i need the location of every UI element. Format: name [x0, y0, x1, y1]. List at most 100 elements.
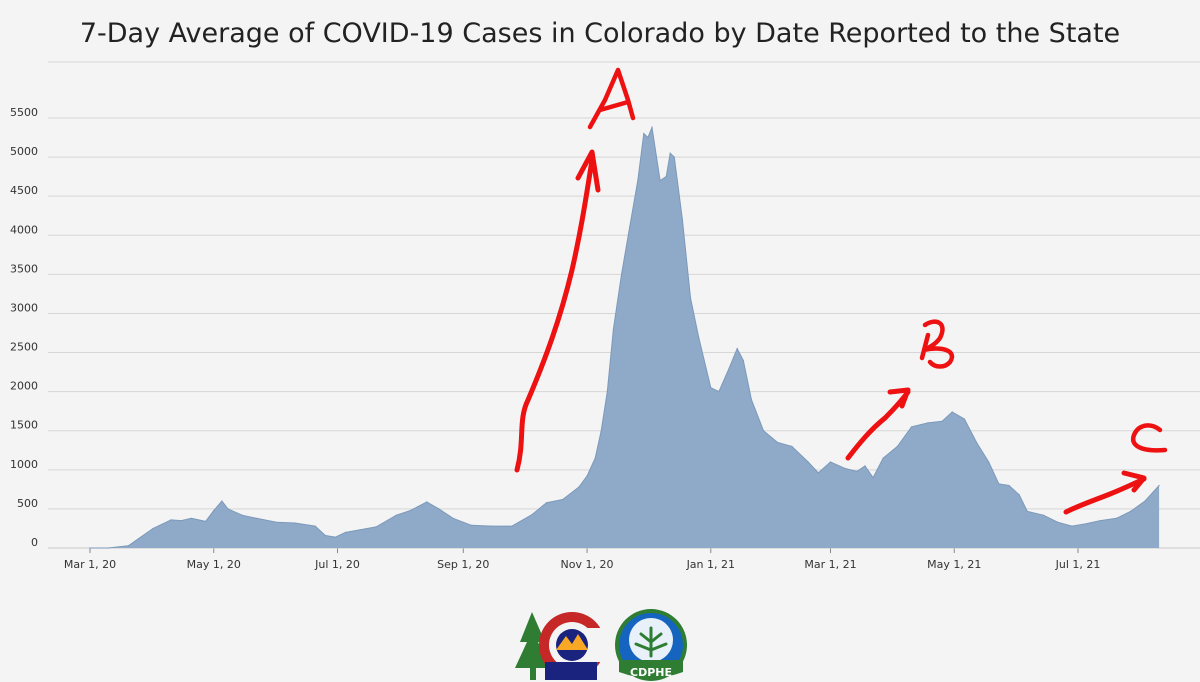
y-tick-label: 2000 [10, 380, 38, 393]
annotation-a-text: A [610, 98, 611, 101]
data-point [673, 156, 675, 158]
x-tick-label: Mar 1, 20 [64, 558, 116, 571]
annotation-b-letter [919, 319, 955, 369]
colorado-logo [515, 612, 610, 680]
cdphe-logo-text: CDPHE [630, 666, 672, 679]
data-point [659, 179, 661, 182]
data-point [241, 514, 243, 516]
data-point [736, 348, 738, 350]
data-point [976, 441, 978, 444]
data-point [643, 133, 645, 135]
data-point [896, 445, 899, 447]
x-tick-label: May 1, 21 [927, 558, 981, 571]
data-point [872, 477, 874, 479]
data-point [594, 457, 596, 459]
y-tick-label: 2500 [10, 341, 38, 354]
data-point [107, 547, 109, 549]
annotation-b: B [845, 319, 955, 461]
data-point [170, 519, 172, 521]
x-tick-label: Mar 1, 21 [804, 558, 856, 571]
data-point [807, 461, 809, 463]
data-point [562, 498, 564, 501]
data-point [227, 508, 229, 510]
data-point [294, 522, 296, 524]
data-point [255, 517, 257, 519]
data-point [276, 521, 278, 523]
data-point [324, 534, 326, 537]
data-point [1085, 523, 1087, 525]
data-point [511, 525, 513, 527]
data-point [647, 136, 649, 139]
y-tick-label: 5500 [10, 106, 38, 119]
data-point [438, 508, 440, 510]
data-point [1071, 525, 1073, 527]
data-point [951, 411, 953, 413]
data-point [864, 465, 866, 467]
data-point [665, 176, 667, 178]
y-tick-label: 1000 [10, 458, 38, 471]
data-point [698, 336, 700, 338]
y-tick-label: 4500 [10, 184, 38, 197]
data-point [651, 126, 653, 128]
data-point [545, 502, 548, 504]
data-point [829, 461, 832, 463]
data-point [152, 527, 154, 530]
data-point [988, 461, 990, 463]
data-point [600, 430, 602, 432]
data-point [345, 531, 347, 534]
annotation-c-arrow [1063, 470, 1147, 515]
data-point [689, 297, 692, 299]
y-tick-label: 0 [31, 536, 38, 549]
data-point [927, 422, 929, 424]
annotation-c: C [1063, 423, 1168, 515]
x-tick-label: Jul 1, 20 [314, 558, 360, 571]
data-point [1130, 510, 1132, 512]
data-point [612, 328, 615, 330]
data-point [578, 486, 580, 488]
y-axis-ticks: 0 500 1000 1500 2000 2500 3000 3500 4000 4500 5000… [10, 106, 38, 549]
y-tick-label: 5000 [10, 145, 38, 158]
y-tick-label: 4000 [10, 223, 38, 236]
data-point [911, 426, 913, 428]
annotation-a-arrow [514, 149, 601, 473]
data-point [620, 273, 623, 275]
data-point [941, 420, 943, 422]
data-point [963, 418, 966, 420]
data-point [817, 472, 819, 474]
data-point [637, 179, 639, 182]
data-point [89, 547, 91, 549]
y-tick-label: 3000 [10, 301, 38, 314]
x-axis-ticks: Mar 1, 20 May 1, 20 Jul 1, 20 Sep 1, 20 Nov … [48, 547, 1200, 571]
y-tick-label: 3500 [10, 262, 38, 275]
data-point [1042, 514, 1045, 516]
data-point [426, 501, 428, 503]
data-point [205, 520, 207, 523]
data-point [742, 359, 744, 361]
cdphe-logo: CDPHE [615, 609, 687, 681]
data-point [629, 226, 631, 229]
x-tick-label: Nov 1, 20 [561, 558, 614, 571]
annotation-b-arrow [845, 387, 911, 461]
y-tick-label: 500 [17, 497, 38, 510]
x-tick-label: Sep 1, 20 [437, 558, 489, 571]
y-tick-label: 1500 [10, 419, 38, 432]
annotation-c-letter [1130, 423, 1168, 453]
series-layer [89, 125, 1160, 549]
data-point [334, 536, 337, 538]
data-point [314, 525, 316, 527]
data-point [190, 517, 192, 519]
data-point [1115, 517, 1118, 519]
data-point [180, 520, 182, 522]
data-point [669, 152, 671, 154]
data-point [586, 475, 588, 477]
data-point [882, 457, 884, 459]
x-tick-label: Jan 1, 21 [686, 558, 735, 571]
data-point [710, 387, 712, 389]
data-point [127, 545, 130, 547]
annotation-a: A [514, 67, 636, 473]
series-line [90, 125, 1160, 549]
data-point [606, 391, 608, 393]
data-point [531, 513, 533, 516]
data-point [375, 526, 377, 528]
